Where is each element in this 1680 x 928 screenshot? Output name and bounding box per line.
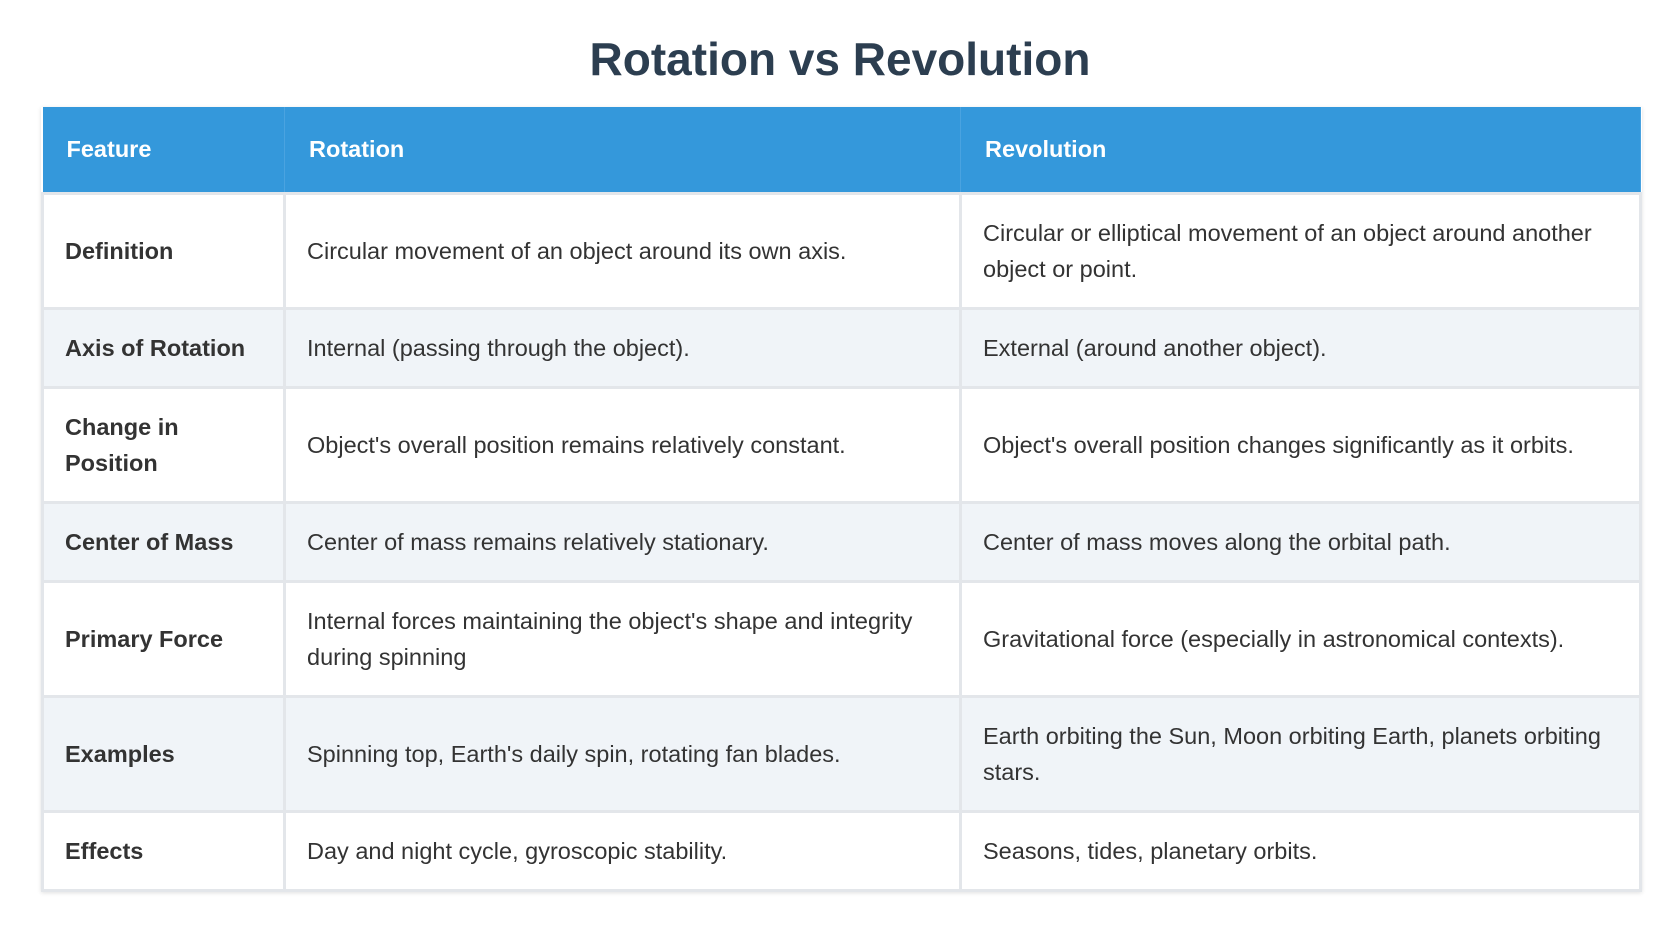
feature-cell: Primary Force — [41, 580, 286, 698]
table-cell: Object's overall position remains relati… — [283, 386, 962, 504]
table-cell: Gravitational force (especially in astro… — [959, 580, 1642, 698]
page-title: Rotation vs Revolution — [589, 33, 1091, 85]
table-cell: Object's overall position changes signif… — [959, 386, 1642, 504]
table-row: Definition Circular movement of an object… — [41, 192, 1642, 310]
table-row: Axis of Rotation Internal (passing throug… — [41, 307, 1642, 389]
feature-cell: Center of Mass — [41, 501, 286, 583]
feature-cell: Effects — [41, 810, 286, 892]
table-row: Primary Force Internal forces maintaining… — [41, 580, 1642, 698]
header-row: Feature Rotation Revolution — [42, 107, 1641, 194]
feature-cell: Examples — [41, 695, 286, 813]
column-header: Rotation — [284, 107, 961, 194]
table-cell: Day and night cycle, gyroscopic stabilit… — [283, 810, 962, 892]
column-header: Revolution — [960, 107, 1641, 194]
feature-cell: Axis of Rotation — [41, 307, 286, 389]
table-body: Definition Circular movement of an object… — [41, 192, 1642, 892]
feature-cell: Definition — [41, 192, 286, 310]
table-cell: External (around another object). — [959, 307, 1642, 389]
table-cell: Earth orbiting the Sun, Moon orbiting Ea… — [959, 695, 1642, 813]
comparison-table: Feature Rotation Revolution Definition Circ… — [41, 107, 1642, 892]
table-row: Center of Mass Center of mass remains rel… — [41, 501, 1642, 583]
table-cell: Internal forces maintaining the object's… — [283, 580, 962, 698]
table-cell: Circular or elliptical movement of an ob… — [959, 192, 1642, 310]
table-row: Effects Day and night cycle, gyroscopic s… — [41, 810, 1642, 892]
table-row: Examples Spinning top, Earth's daily spin… — [41, 695, 1642, 813]
table-cell: Spinning top, Earth's daily spin, rotati… — [283, 695, 962, 813]
table-cell: Internal (passing through the object). — [283, 307, 962, 389]
table-cell: Center of mass moves along the orbital p… — [959, 501, 1642, 583]
feature-cell: Change in Position — [41, 386, 286, 504]
table-cell: Seasons, tides, planetary orbits. — [959, 810, 1642, 892]
column-header: Feature — [42, 107, 285, 194]
table-cell: Circular movement of an object around it… — [283, 192, 962, 310]
table-row: Change in Position Object's overall posit… — [41, 386, 1642, 504]
table-cell: Center of mass remains relatively statio… — [283, 501, 962, 583]
